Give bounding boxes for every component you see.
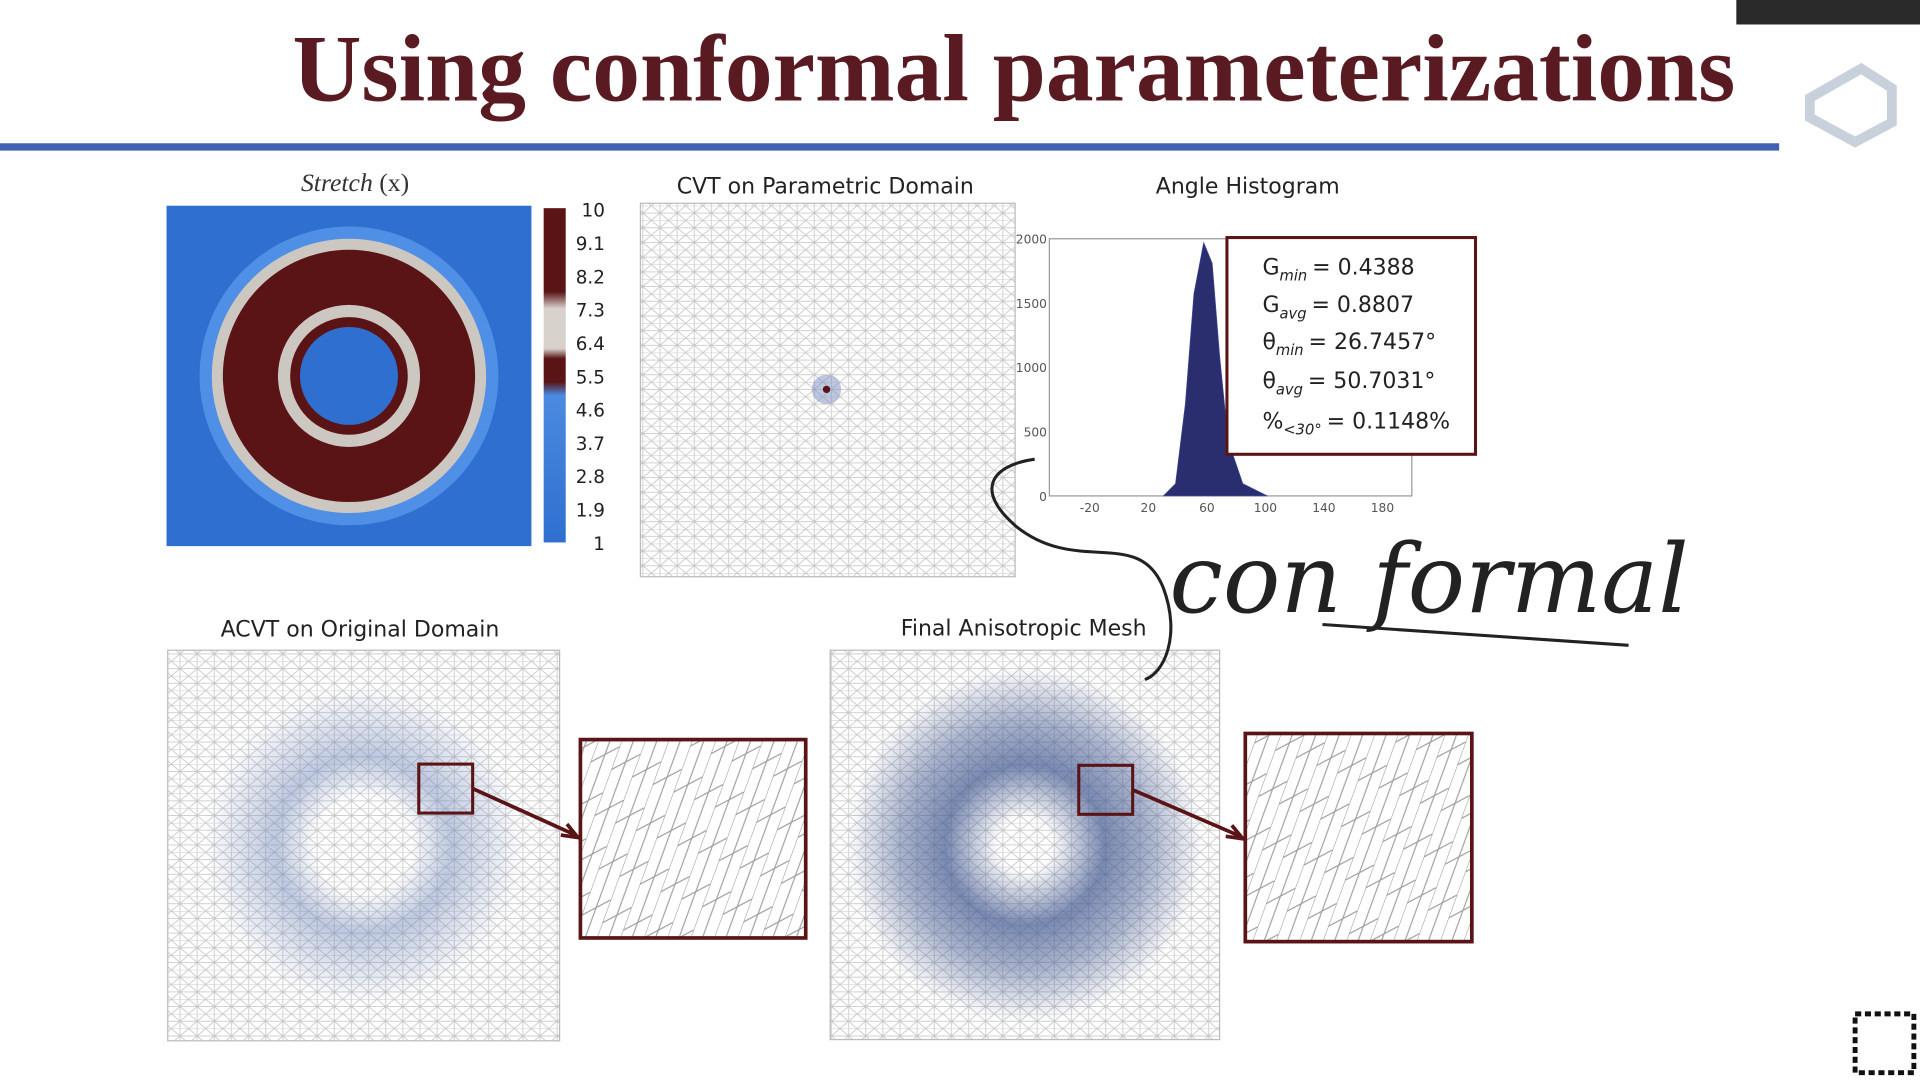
stat-subscript: avg (1276, 381, 1303, 398)
stat-line: θavg = 50.7031° (1262, 369, 1435, 398)
stat-subscript: min (1276, 342, 1304, 359)
stat-subscript: min (1280, 267, 1308, 284)
x-tick-label: -20 (1080, 501, 1100, 515)
stat-value: = 26.7457° (1309, 330, 1437, 355)
stat-value: = 0.1148% (1327, 410, 1450, 435)
colorbar-tick-label: 1 (593, 534, 605, 555)
x-tick-label: 180 (1371, 501, 1394, 515)
stat-symbol: % (1262, 410, 1283, 435)
stat-line: Gavg = 0.8807 (1262, 293, 1414, 322)
colorbar-tick-label: 5.5 (576, 367, 605, 388)
zoom-view (578, 737, 808, 940)
handwriting: con formal (1169, 523, 1688, 635)
stretch-title-main: Stretch (301, 168, 373, 197)
colorbar-tick-label: 2.8 (576, 467, 605, 488)
colorbar-tick-label: 9.1 (576, 234, 605, 255)
stretch-field (166, 205, 532, 547)
center (300, 326, 398, 425)
stat-line: %<30° = 0.1148% (1262, 410, 1450, 439)
colorbar-tick-label: 4.6 (576, 401, 605, 422)
stat-symbol: G (1262, 293, 1279, 318)
colorbar-tick-label: 7.3 (576, 301, 605, 322)
mesh-center-dot (822, 385, 831, 394)
colorbar-tick-label: 6.4 (576, 334, 605, 355)
stat-symbol: G (1262, 255, 1279, 280)
stat-subscript: <30° (1283, 422, 1321, 439)
acvt-shading (204, 685, 523, 1005)
y-tick-label: 1500 (1016, 297, 1047, 311)
stat-symbol: θ (1262, 369, 1275, 394)
logo-watermark (1804, 62, 1897, 148)
x-tick-label: 60 (1199, 501, 1215, 515)
y-tick-label: 0 (1039, 490, 1047, 504)
colorbar-ticks: 10 9.1 8.2 7.3 6.4 5.5 4.6 3.7 2.8 1.9 1 (576, 201, 605, 555)
final-title: Final Anisotropic Mesh (901, 617, 1147, 642)
cvt-title: CVT on Parametric Domain (677, 174, 974, 199)
colorbar-tick-label: 8.2 (576, 267, 605, 288)
colorbar-tick-label: 10 (582, 201, 605, 222)
stretch-title: Stretch (x) (301, 168, 409, 197)
zoom-arrow (471, 786, 583, 841)
histogram-title: Angle Histogram (1156, 174, 1340, 199)
y-tick-label: 1000 (1016, 361, 1047, 375)
stat-symbol: θ (1262, 330, 1275, 355)
zoom-arrow (1131, 788, 1248, 842)
title-rule (0, 143, 1780, 151)
qr-code (1852, 1011, 1917, 1076)
recording-badge (1736, 0, 1920, 25)
x-tick-label: 20 (1141, 501, 1157, 515)
acvt-title: ACVT on Original Domain (221, 618, 500, 643)
colorbar (543, 208, 566, 543)
histogram-bars (1162, 241, 1268, 497)
slide-title: Using conformal parameterizations (292, 15, 1735, 121)
stats-box (1225, 236, 1478, 456)
y-tick-label: 500 (1024, 426, 1047, 440)
stat-subscript: avg (1280, 305, 1307, 322)
colorbar-tick-label: 1.9 (576, 500, 605, 521)
ink-underline (1322, 622, 1629, 647)
stat-line: θmin = 26.7457° (1262, 330, 1436, 359)
stat-value: = 0.4388 (1312, 255, 1415, 280)
y-tick-label: 2000 (1016, 233, 1047, 247)
final-shading (847, 667, 1203, 1023)
ink-stroke (990, 457, 1173, 682)
zoom-view (1243, 731, 1474, 944)
colorbar-tick-label: 3.7 (576, 434, 605, 455)
stat-value: = 50.7031° (1308, 369, 1436, 394)
x-tick-label: 140 (1312, 501, 1335, 515)
x-tick-label: 100 (1254, 501, 1277, 515)
stretch-title-var: (x) (379, 168, 409, 197)
stat-value: = 0.8807 (1311, 293, 1414, 318)
stat-line: Gmin = 0.4388 (1262, 255, 1414, 284)
histogram-ticks: 2000 1500 1000 500 0 -20 20 60 100 140 180 (1016, 233, 1394, 515)
